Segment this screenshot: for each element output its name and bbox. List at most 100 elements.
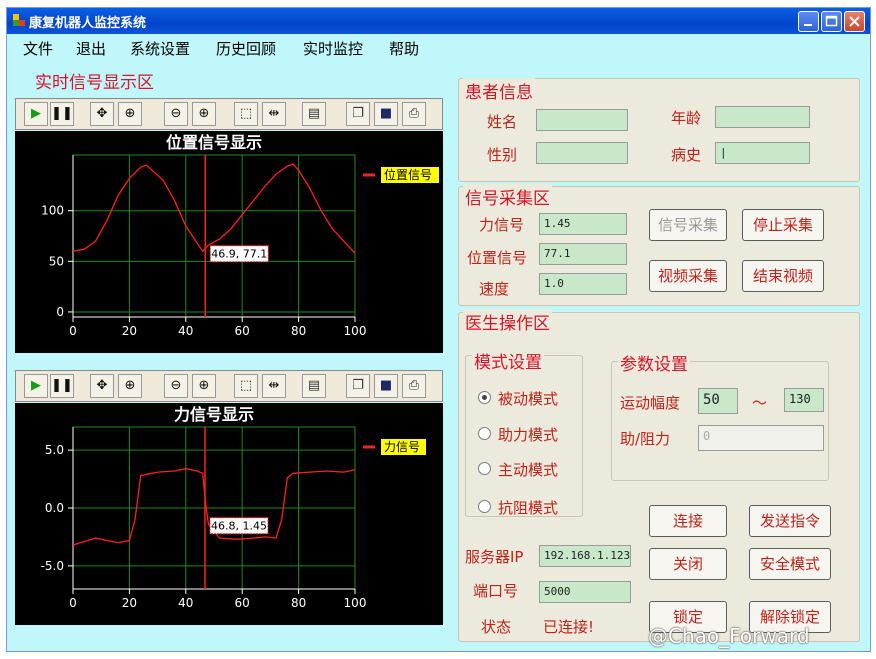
position-chart-xtick-label: 40	[178, 324, 193, 338]
position-chart-cursor-box	[209, 245, 269, 263]
zoom-in-icon: ⊕	[198, 378, 210, 393]
age-label: 年龄	[671, 109, 702, 127]
pan-button[interactable]: ✥	[90, 102, 114, 126]
unlock-button[interactable]: 解除锁定	[749, 601, 831, 633]
send-command-button[interactable]: 发送指令	[749, 505, 831, 537]
properties-button[interactable]: ▤	[302, 374, 326, 398]
save-button[interactable]: ■	[374, 374, 398, 398]
server-ip-field[interactable]: 192.168.1.123	[539, 545, 631, 567]
force-field[interactable]: 1.45	[539, 213, 627, 235]
force-chart-ytick-label: -5.0	[41, 559, 64, 573]
pause-icon: ❚❚	[51, 378, 73, 393]
minimize-button[interactable]	[798, 11, 819, 32]
save-icon: ■	[379, 106, 393, 121]
radio-icon	[478, 500, 491, 513]
pan-button[interactable]: ✥	[90, 374, 114, 398]
chart1-toolbar: ▶ ❚❚ ✥ ⊕ ⊖ ⊕ ⬚ ⇹ ▤ ❐ ■ ⎙	[15, 98, 443, 130]
zoom-area-button[interactable]: ⊕	[118, 102, 142, 126]
zoom-out-button[interactable]: ⊖	[164, 374, 188, 398]
param-group: 参数设置 运动幅度 50 ～ 130 助/阻力 0	[611, 350, 829, 481]
mode-resist-label: 抗阻模式	[498, 499, 559, 517]
gender-field[interactable]	[536, 142, 628, 164]
force-chart[interactable]: 力信号显示 0 20 40 60 80 100 -5.0 0.0 5.0 46.8, 1.45 力信号	[15, 403, 443, 625]
print-button[interactable]: ⎙	[402, 102, 426, 126]
close-icon	[849, 16, 860, 27]
force-chart-svg: 力信号显示 0 20 40 60 80 100 -5.0 0.0 5.0 46.8, 1.45 力信号	[41, 405, 426, 610]
menu-exit[interactable]: 退出	[76, 40, 107, 58]
end-video-button[interactable]: 结束视频	[742, 260, 824, 292]
force-chart-xtick-label: 40	[178, 596, 193, 610]
age-field[interactable]	[715, 106, 810, 128]
properties-icon: ▤	[307, 378, 321, 393]
history-field[interactable]: |	[715, 142, 810, 164]
properties-icon: ▤	[307, 106, 321, 121]
range-max-field[interactable]: 130	[784, 388, 824, 412]
menu-history[interactable]: 历史回顾	[216, 40, 277, 58]
force-chart-xtick-label: 0	[69, 596, 77, 610]
pause-button[interactable]: ❚❚	[50, 374, 74, 398]
cursor-icon: ⇹	[268, 106, 280, 121]
play-button[interactable]: ▶	[24, 374, 48, 398]
connect-button[interactable]: 连接	[649, 505, 727, 537]
save-button[interactable]: ■	[374, 102, 398, 126]
speed-field[interactable]: 1.0	[539, 273, 627, 295]
range-label: 运动幅度	[620, 394, 681, 412]
mode-group: 模式设置 被动模式 助力模式 主动模式 抗阻模式	[465, 348, 583, 517]
position-chart-ytick-label: 50	[49, 254, 64, 268]
port-field[interactable]: 5000	[539, 581, 631, 603]
position-field[interactable]: 77.1	[539, 243, 627, 265]
mode-title: 模式设置	[472, 348, 544, 373]
zoom-in-button[interactable]: ⊕	[192, 374, 216, 398]
lock-button[interactable]: 锁定	[649, 601, 727, 633]
close-connection-button[interactable]: 关闭	[649, 548, 727, 580]
force-label: 力信号	[479, 216, 525, 234]
maximize-button[interactable]	[821, 11, 842, 32]
pause-button[interactable]: ❚❚	[50, 102, 74, 126]
zoom-in-icon: ⊕	[198, 106, 210, 121]
port-label: 端口号	[473, 582, 519, 600]
menu-help[interactable]: 帮助	[389, 40, 420, 58]
force-chart-legend-label: 力信号	[384, 440, 420, 454]
position-chart-xtick-label: 60	[235, 324, 250, 338]
menu-file[interactable]: 文件	[23, 40, 54, 58]
start-collect-button[interactable]: 信号采集	[649, 209, 727, 241]
mode-passive-label: 被动模式	[498, 390, 559, 408]
menu-bar: 文件 退出 系统设置 历史回顾 实时监控 帮助	[7, 34, 870, 60]
copy-button[interactable]: ❐	[346, 102, 370, 126]
zoom-out-icon: ⊖	[170, 106, 182, 121]
watermark: @Chao_Forward	[648, 624, 810, 648]
position-label: 位置信号	[467, 249, 528, 267]
force-chart-xtick-label: 60	[235, 596, 250, 610]
safe-mode-button[interactable]: 安全模式	[749, 548, 831, 580]
select-box-button[interactable]: ⬚	[234, 102, 258, 126]
menu-realtime[interactable]: 实时监控	[303, 40, 364, 58]
cursor-button[interactable]: ⇹	[262, 102, 286, 126]
name-field[interactable]	[536, 109, 628, 131]
cursor-icon: ⇹	[268, 378, 280, 393]
force-chart-series-line	[72, 468, 356, 546]
position-chart-cursor-label: 46.9, 77.1	[211, 248, 267, 261]
zoom-in-button[interactable]: ⊕	[192, 102, 216, 126]
properties-button[interactable]: ▤	[302, 102, 326, 126]
position-chart[interactable]: 位置信号显示 0 20 40 60 80 100 0 50 100 46.9, 77.1 位置信号	[15, 131, 443, 353]
video-collect-button[interactable]: 视频采集	[649, 260, 727, 292]
copy-button[interactable]: ❐	[346, 374, 370, 398]
close-button[interactable]	[844, 11, 865, 32]
range-min-field[interactable]: 50	[698, 388, 738, 414]
signal-group: 信号采集区 力信号 1.45 位置信号 77.1 速度 1.0 信号采集 停止采…	[458, 184, 860, 306]
select-box-button[interactable]: ⬚	[234, 374, 258, 398]
history-label: 病史	[671, 146, 702, 164]
play-button[interactable]: ▶	[24, 102, 48, 126]
print-icon: ⎙	[408, 378, 420, 393]
print-button[interactable]: ⎙	[402, 374, 426, 398]
gender-label: 性别	[487, 146, 518, 164]
cursor-button[interactable]: ⇹	[262, 374, 286, 398]
stop-collect-button[interactable]: 停止采集	[742, 209, 824, 241]
zoom-area-button[interactable]: ⊕	[118, 374, 142, 398]
menu-settings[interactable]: 系统设置	[130, 40, 191, 58]
zoom-out-button[interactable]: ⊖	[164, 102, 188, 126]
server-ip-label: 服务器IP	[465, 548, 524, 566]
resist-field[interactable]: 0	[698, 425, 824, 451]
signal-title: 信号采集区	[463, 184, 552, 209]
zoom-out-icon: ⊖	[170, 378, 182, 393]
